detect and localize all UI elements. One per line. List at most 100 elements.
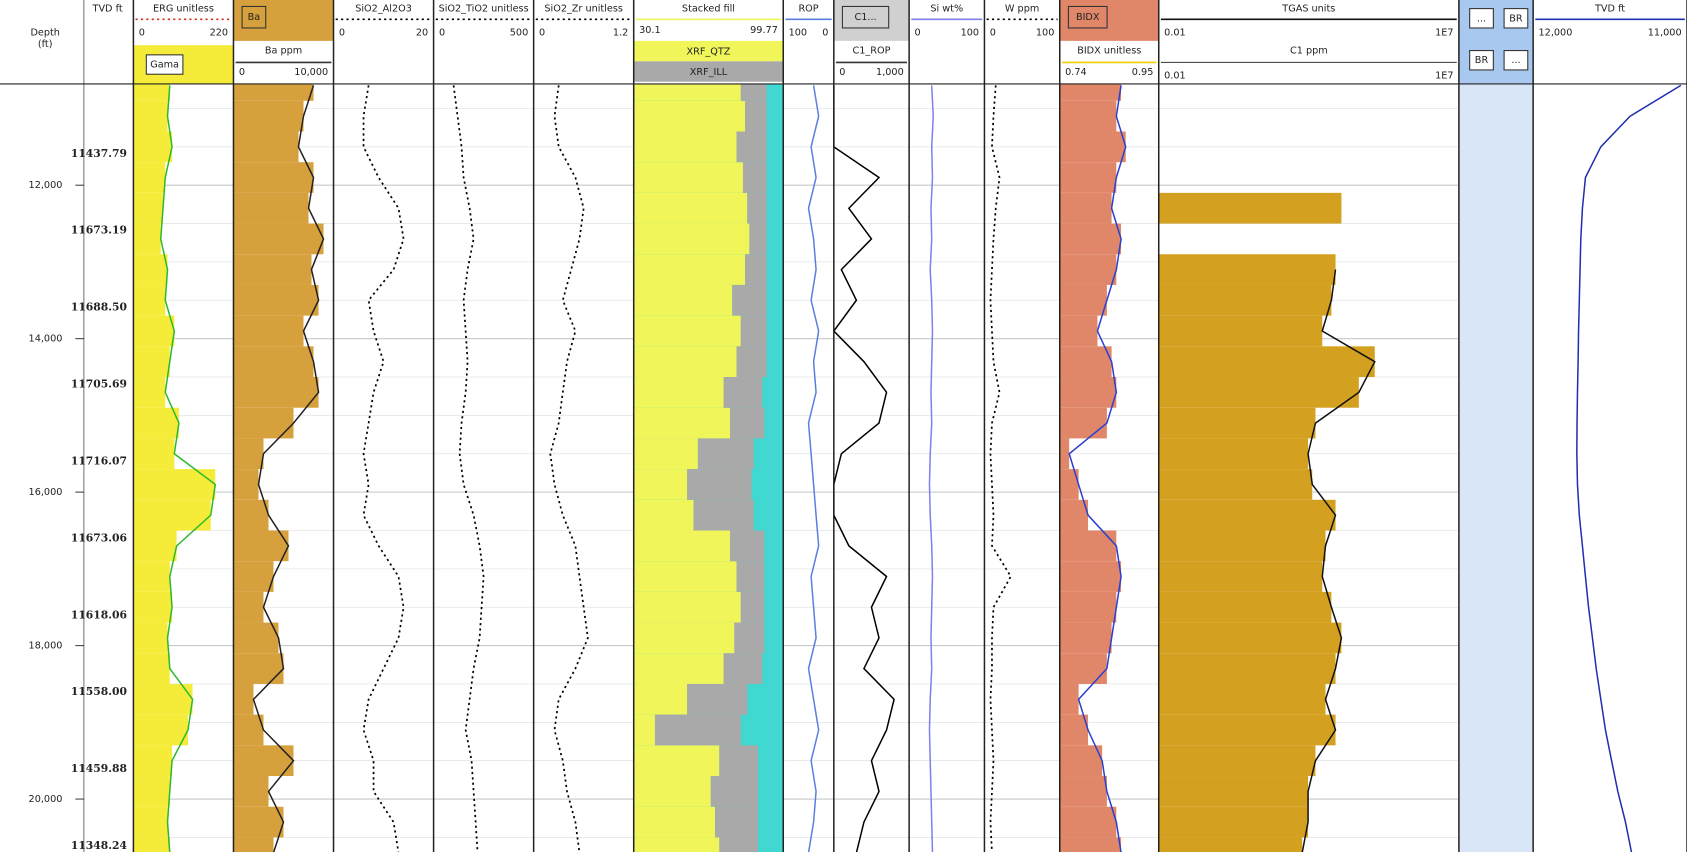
fill-segment — [133, 499, 211, 531]
fill-segment — [233, 438, 264, 470]
button[interactable] — [1503, 50, 1529, 71]
fill-segment — [1158, 407, 1316, 439]
curve-panel — [1458, 83, 1534, 852]
legend-button[interactable] — [145, 54, 184, 75]
track-title: TGAS units — [1281, 4, 1335, 15]
fill-segment — [233, 806, 284, 838]
button[interactable] — [1503, 8, 1529, 29]
stack-segment — [745, 100, 767, 132]
curve — [1068, 85, 1127, 852]
scale-max: 10,000 — [294, 67, 328, 78]
button[interactable] — [1469, 50, 1494, 71]
fill-segment — [233, 591, 264, 623]
stack-segment — [742, 162, 767, 193]
stack-segment — [633, 776, 711, 807]
stack-segment — [736, 346, 767, 378]
fill-segment — [233, 561, 274, 592]
depth-unit: (ft) — [38, 39, 53, 50]
stack-segment — [633, 315, 741, 347]
depth-tick-label: 14,000 — [29, 334, 63, 345]
stack-segment — [633, 530, 731, 562]
fill-segment — [133, 315, 175, 347]
fill-segment — [133, 438, 175, 470]
stack-segment — [633, 131, 737, 163]
curve-button[interactable] — [841, 5, 890, 29]
scale-min: 0 — [139, 27, 145, 38]
fill-segment — [1158, 561, 1323, 592]
scale-max: 1E7 — [1435, 70, 1453, 81]
fill-segment — [1059, 653, 1107, 684]
fill-segment — [1059, 745, 1103, 777]
fill-segment — [1158, 683, 1326, 715]
curve-button-label[interactable]: Ba — [248, 12, 261, 23]
track-subtitle: C1 ppm — [1290, 46, 1328, 57]
scale-max: 500 — [510, 27, 528, 38]
stack-segment — [749, 223, 767, 255]
curve — [989, 85, 1012, 852]
scale-max: 1.2 — [613, 27, 628, 38]
fill-segment — [1059, 315, 1098, 347]
fill-segment — [1158, 837, 1303, 852]
button-label[interactable]: BR — [1475, 55, 1489, 66]
scale-min: 12,000 — [1539, 27, 1573, 38]
legend-label[interactable]: Gama — [150, 60, 179, 71]
fill-segment — [133, 561, 170, 592]
curve-button[interactable] — [1067, 5, 1108, 29]
fill-segment — [1158, 806, 1309, 838]
curve — [928, 85, 934, 852]
button[interactable] — [1469, 8, 1494, 29]
stack-segment — [633, 745, 720, 777]
stack-segment — [697, 438, 754, 470]
curve — [159, 85, 217, 852]
scale-max: 0.95 — [1132, 67, 1154, 78]
stack-segment — [745, 254, 767, 285]
stack-segment — [687, 683, 748, 715]
fill-segment — [133, 591, 173, 623]
curve-button-label[interactable]: C1... — [854, 12, 876, 23]
fill-segment — [233, 284, 319, 316]
scale-max: 99.77 — [750, 25, 778, 36]
fill-segment — [133, 745, 173, 777]
fill-segment — [133, 377, 166, 408]
fill-segment — [133, 806, 168, 838]
button-label[interactable]: BR — [1509, 13, 1523, 24]
fill-segment — [1059, 683, 1079, 715]
fill-segment — [233, 192, 309, 224]
stack-segment — [633, 653, 724, 684]
fill-segment — [1059, 162, 1117, 193]
track-subtitle: C1_ROP — [853, 46, 891, 57]
stack-segment — [633, 100, 746, 132]
stack-segment — [633, 83, 741, 101]
button-label[interactable]: ... — [1511, 55, 1520, 66]
fill-segment — [1059, 837, 1122, 852]
curve — [362, 85, 405, 852]
curve-button[interactable] — [241, 5, 267, 29]
fill-segment — [1059, 377, 1117, 408]
button-label[interactable]: ... — [1477, 13, 1486, 24]
scale-max: 11,000 — [1648, 27, 1682, 38]
curve — [252, 85, 325, 852]
fill-segment — [1059, 622, 1112, 654]
fill-segment — [1059, 561, 1122, 592]
curve — [1576, 84, 1682, 852]
scale-min: 0.74 — [1065, 67, 1087, 78]
track-title: SiO2_TiO2 unitless — [439, 4, 529, 15]
tvd-label: 11716.07 — [71, 455, 127, 468]
fill-segment — [1158, 776, 1309, 807]
legend-label: XRF_ILL — [690, 67, 728, 78]
stack-segment — [633, 284, 733, 316]
fill-segment — [1158, 377, 1359, 408]
track-title: ERG unitless — [153, 4, 214, 15]
stack-segment — [719, 837, 758, 852]
curve-button-label[interactable]: BIDX — [1076, 12, 1100, 23]
fill-segment — [233, 622, 279, 654]
stack-segment — [687, 469, 752, 500]
fill-segment — [1158, 499, 1336, 531]
fill-segment — [233, 530, 289, 562]
fill-segment — [1059, 776, 1107, 807]
tvd-label: 11618.06 — [71, 608, 127, 621]
fill-segment — [1158, 745, 1316, 777]
fill-segment — [1158, 530, 1326, 562]
track-title: W ppm — [1005, 4, 1039, 15]
